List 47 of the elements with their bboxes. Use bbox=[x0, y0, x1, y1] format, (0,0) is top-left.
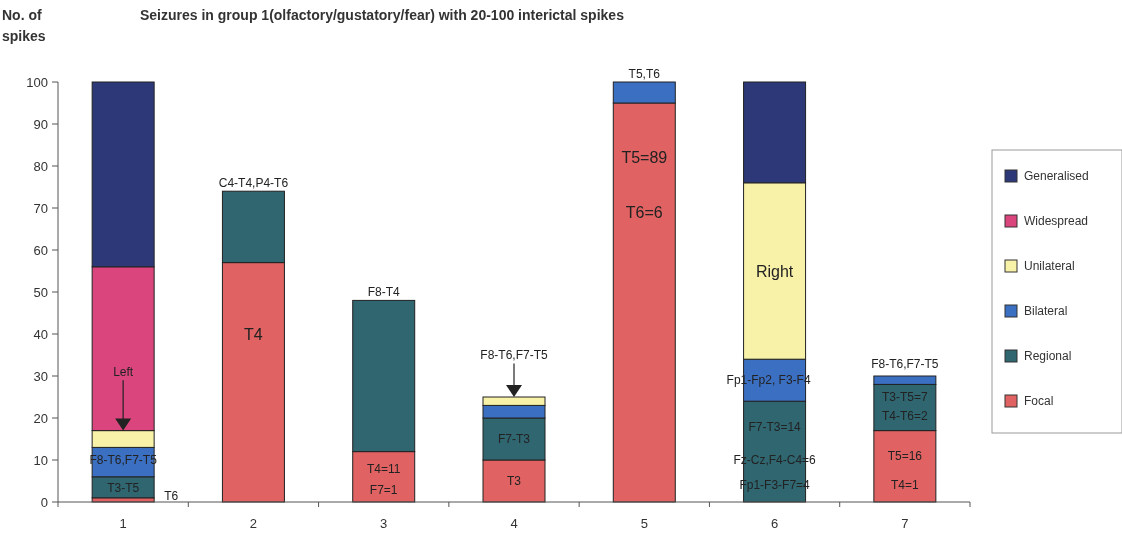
annotation: T3 bbox=[506, 474, 522, 489]
x-tick-label: 4 bbox=[510, 516, 518, 531]
annotation: Right bbox=[755, 262, 794, 280]
x-tick-label: 1 bbox=[119, 516, 127, 531]
y-tick-label: 20 bbox=[33, 410, 48, 426]
y-tick-label: 10 bbox=[33, 452, 48, 468]
legend-label: Widespread bbox=[1024, 214, 1089, 229]
y-tick-label: 70 bbox=[33, 200, 48, 216]
annotation: T3-T5=7 bbox=[882, 390, 929, 405]
annotation: Left bbox=[113, 365, 134, 379]
legend-label: Unilateral bbox=[1024, 259, 1075, 274]
y-axis-title: No. of spikes bbox=[2, 7, 46, 44]
y-tick-label: 90 bbox=[33, 116, 48, 132]
annotation: T6 bbox=[164, 488, 179, 503]
annotation: F8-T4 bbox=[367, 285, 401, 300]
annotation: T4=1 bbox=[891, 478, 920, 493]
annotation: T4 bbox=[244, 325, 263, 343]
annotation: T5=16 bbox=[887, 449, 923, 463]
legend-label: Bilateral bbox=[1024, 304, 1068, 319]
y-tick-label: 100 bbox=[26, 74, 48, 90]
y-tick-label: 50 bbox=[33, 284, 48, 300]
y-tick-label: 30 bbox=[33, 368, 48, 384]
annotation: T6=6 bbox=[625, 203, 663, 221]
annotation: T5=89 bbox=[621, 149, 668, 167]
annotation: F8-T6,F7-T5 bbox=[871, 356, 939, 371]
annotation: C4-T4,P4-T6 bbox=[218, 176, 289, 190]
legend-label: Generalised bbox=[1024, 169, 1089, 184]
y-tick-label: 0 bbox=[40, 494, 48, 510]
y-tick-label: 80 bbox=[33, 158, 48, 174]
annotation: T3-T5 bbox=[107, 480, 140, 495]
annotation: F7-T3=14 bbox=[748, 419, 802, 434]
chart-title: Seizures in group 1(olfactory/gustatory/fear) with 20-100 interictal spikes bbox=[140, 7, 625, 23]
annotation: F7=1 bbox=[369, 482, 398, 497]
x-tick-label: 7 bbox=[901, 516, 909, 531]
x-tick-label: 2 bbox=[249, 516, 258, 531]
y-tick-label: 40 bbox=[33, 326, 48, 342]
y-tick-label: 60 bbox=[33, 242, 48, 258]
x-tick-label: 3 bbox=[380, 516, 388, 531]
annotation: F7-T3 bbox=[497, 432, 531, 447]
text: T5,T6 bbox=[628, 66, 661, 81]
x-tick-label: 6 bbox=[770, 516, 779, 531]
legend-label: Regional bbox=[1024, 349, 1072, 364]
annotation: T4=11 bbox=[366, 461, 401, 476]
annotation: F8-T6,F7-T5 bbox=[480, 348, 548, 363]
legend-label: Focal bbox=[1024, 394, 1054, 409]
annotation: T4-T6=2 bbox=[882, 409, 929, 424]
x-tick-label: 5 bbox=[640, 516, 648, 531]
